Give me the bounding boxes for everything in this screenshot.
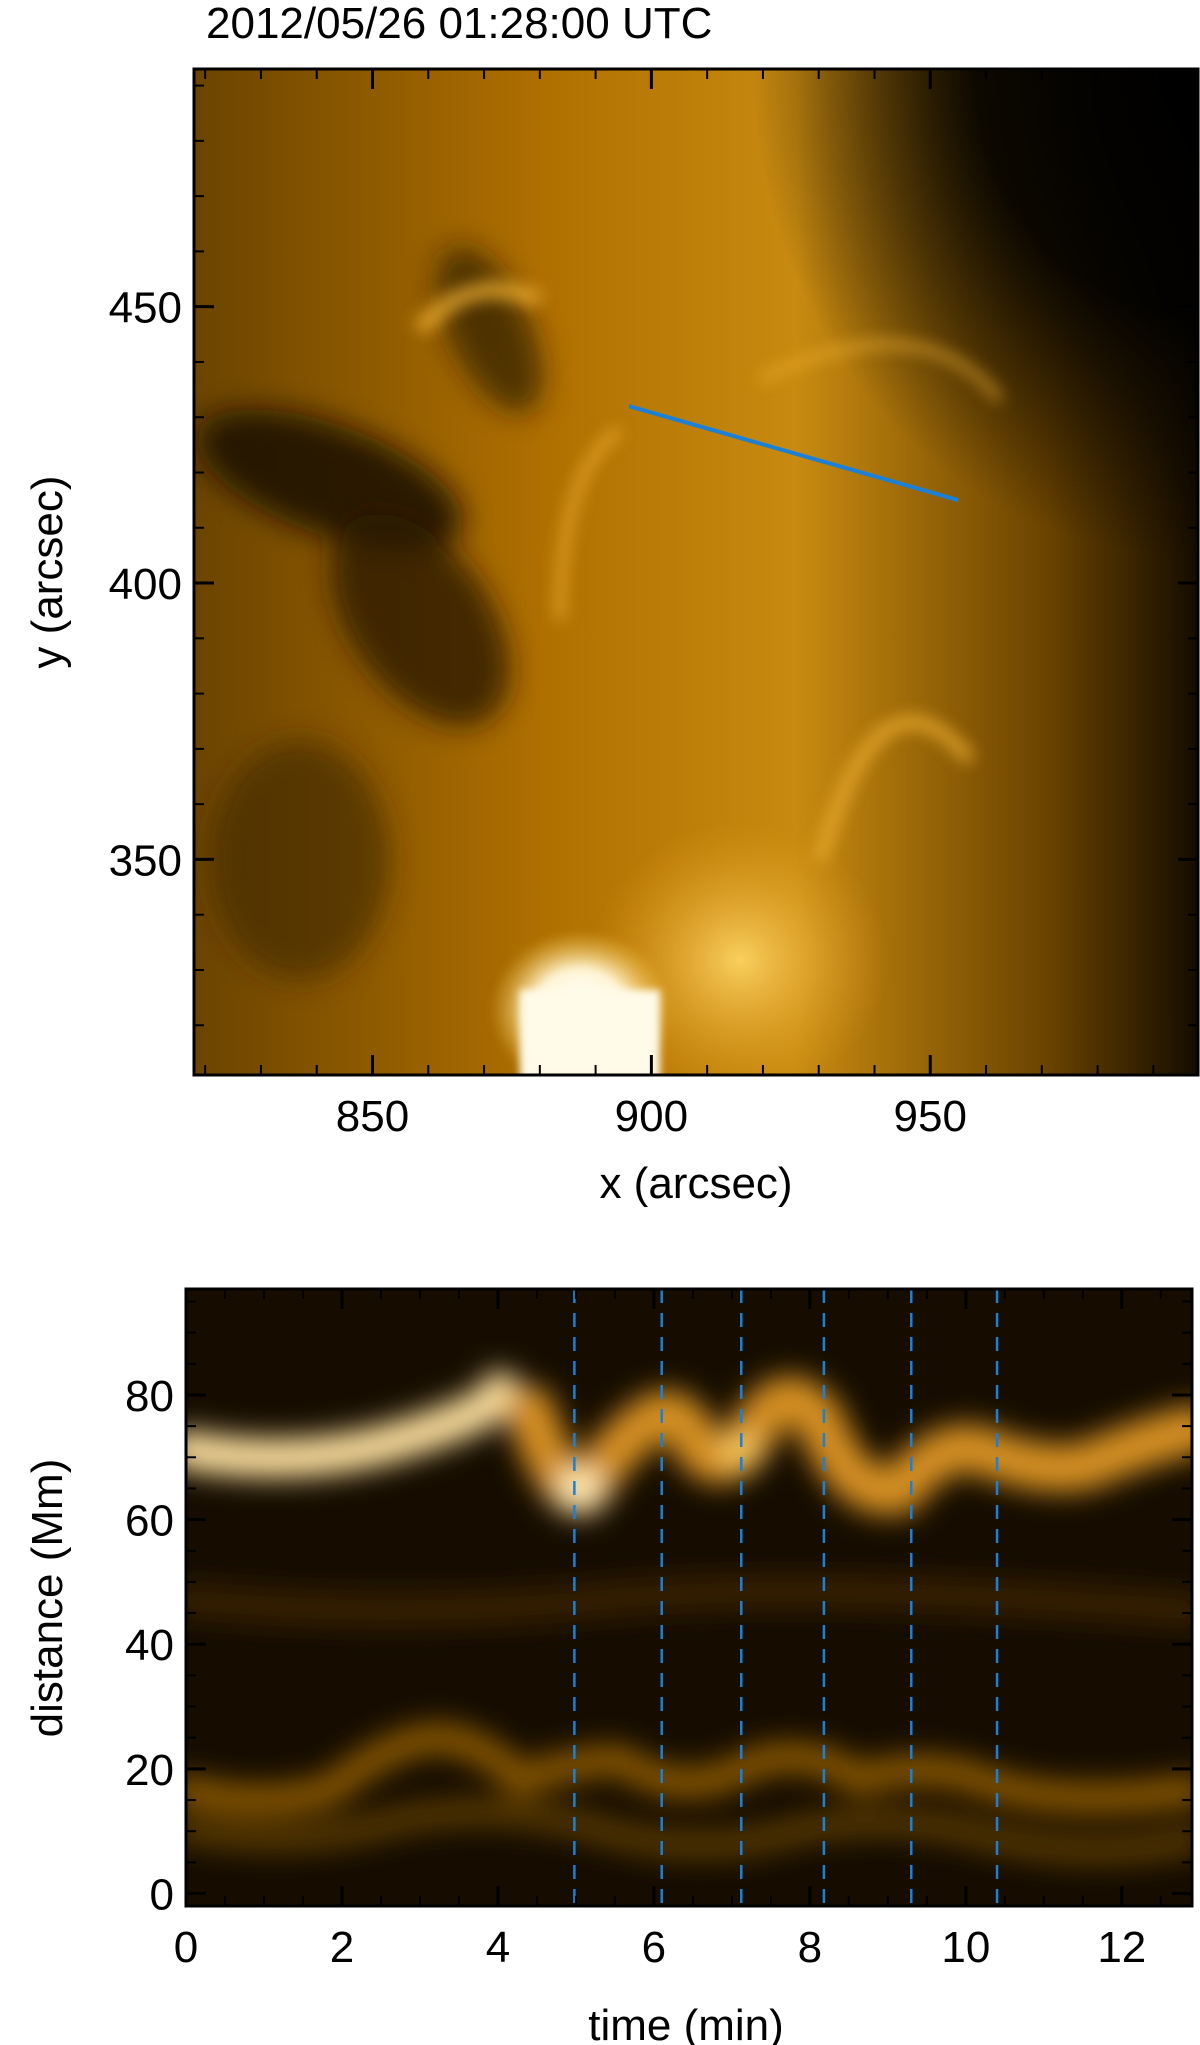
bottom-x-tick-label: 4 <box>486 1923 510 1972</box>
top-x-tick-label: 950 <box>894 1092 967 1141</box>
aia-image <box>194 69 1198 1075</box>
top-panel-frame <box>192 67 1200 1077</box>
bottom-x-tick-label: 0 <box>174 1923 198 1972</box>
time-distance-map <box>186 1289 1192 1906</box>
bottom-y-tick-label: 20 <box>125 1746 174 1795</box>
top-x-tick-label: 850 <box>336 1092 409 1141</box>
top-y-tick-label: 350 <box>109 836 182 885</box>
top-axes-ticks: 850 900 950 350 400 450 <box>109 69 1198 1141</box>
slit-line <box>628 404 959 503</box>
top-x-axis-label: x (arcsec) <box>599 1159 792 1208</box>
top-x-tick-label: 900 <box>615 1092 688 1141</box>
bottom-x-axis-label: time (min) <box>588 2001 784 2045</box>
top-y-tick-label: 400 <box>109 560 182 609</box>
top-y-tick-label: 450 <box>109 284 182 333</box>
bottom-x-tick-label: 10 <box>941 1923 990 1972</box>
bottom-x-tick-label: 12 <box>1097 1923 1146 1972</box>
bottom-panel-frame <box>184 1287 1194 1908</box>
top-panel-title: 2012/05/26 01:28:00 UTC <box>206 0 712 48</box>
bottom-x-tick-label: 6 <box>642 1923 666 1972</box>
bottom-y-tick-label: 80 <box>125 1372 174 1421</box>
top-y-axis-label: y (arcsec) <box>23 475 72 668</box>
bottom-y-tick-label: 60 <box>125 1497 174 1546</box>
bottom-x-tick-label: 8 <box>798 1923 822 1972</box>
bottom-y-tick-label: 0 <box>150 1871 174 1920</box>
bottom-y-tick-label: 40 <box>125 1621 174 1670</box>
reference-time-lines <box>573 1289 999 1906</box>
bottom-axes-ticks: 0 2 4 6 8 10 12 0 20 40 60 80 <box>125 1289 1192 1972</box>
bottom-x-tick-label: 2 <box>330 1923 354 1972</box>
bottom-y-axis-label: distance (Mm) <box>23 1459 72 1738</box>
